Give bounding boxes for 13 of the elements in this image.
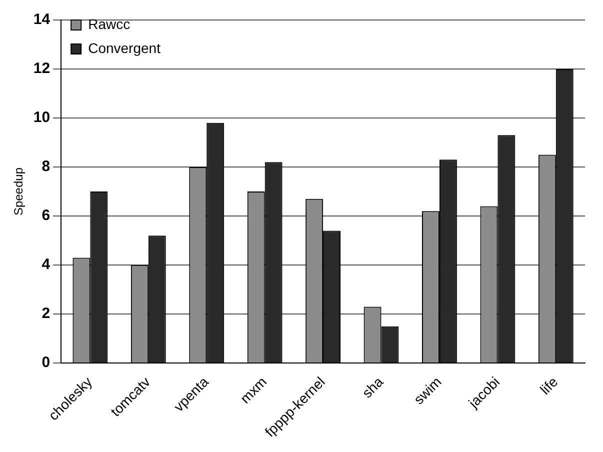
legend-label: Rawcc (88, 16, 130, 32)
legend-label: Convergent (88, 40, 161, 56)
y-tick-label: 14 (33, 11, 51, 28)
x-tick-label: life (536, 373, 561, 398)
y-tick-label: 2 (42, 305, 50, 322)
y-tick-label: 0 (42, 354, 50, 372)
y-tick-label: 4 (42, 256, 51, 274)
y-tick-label: 6 (42, 207, 50, 224)
x-tick-label: sha (358, 373, 386, 401)
y-axis-title: Speedup (12, 167, 26, 216)
y-tick-label: 12 (33, 60, 50, 78)
y-tick-label: 8 (42, 158, 50, 176)
y-tick-label: 10 (33, 109, 50, 126)
